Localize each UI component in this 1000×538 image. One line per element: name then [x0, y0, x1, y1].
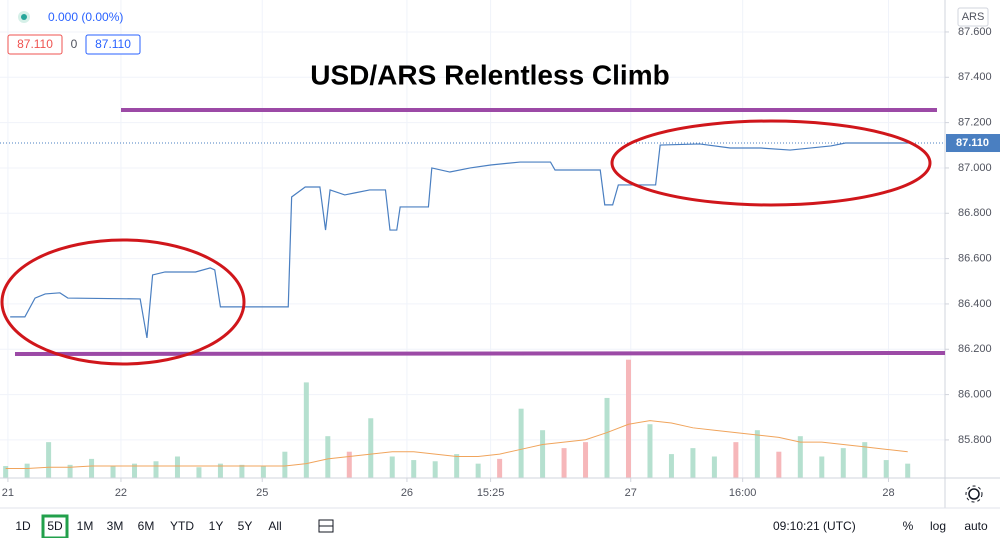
- volume-bar: [389, 456, 395, 478]
- status-dot-core: [21, 14, 27, 20]
- volume-bar: [67, 464, 73, 478]
- active-range-box: [41, 514, 69, 538]
- x-tick-label: 28: [882, 487, 894, 499]
- volume-bar: [518, 408, 524, 478]
- volume-bar: [46, 442, 52, 478]
- y-tick-label: 87.600: [958, 26, 992, 38]
- support-line: [14, 351, 946, 356]
- volume-bar: [561, 448, 567, 478]
- range-button[interactable]: 3M: [107, 519, 124, 533]
- x-tick-label: 21: [2, 487, 14, 499]
- volume-bar: [110, 466, 116, 478]
- range-button[interactable]: 1Y: [209, 519, 224, 533]
- volume-bar: [883, 460, 889, 478]
- volume-bar: [196, 467, 202, 478]
- range-button[interactable]: YTD: [170, 519, 194, 533]
- volume-bar: [583, 442, 589, 478]
- volume-bar: [711, 456, 717, 478]
- volume-bar: [346, 451, 352, 478]
- volume-bar: [260, 466, 266, 478]
- last-price-label: 87.110: [956, 137, 989, 149]
- bid-price: 87.110: [17, 37, 53, 51]
- range-button[interactable]: 1M: [77, 519, 94, 533]
- volume-bar: [733, 442, 739, 478]
- volume-bar: [325, 436, 331, 478]
- y-tick-label: 87.400: [958, 71, 992, 83]
- volume-bar: [132, 463, 138, 478]
- range-button[interactable]: 5Y: [238, 519, 253, 533]
- volume-bar: [754, 430, 760, 478]
- clock: 09:10:21 (UTC): [773, 519, 856, 533]
- price-line: [10, 142, 910, 339]
- volume-ma-line: [5, 420, 908, 469]
- volume-bar: [819, 456, 825, 478]
- x-tick-label: 25: [256, 487, 268, 499]
- compare-icon[interactable]: [318, 519, 334, 533]
- ask-price: 87.110: [95, 37, 131, 51]
- volume-bar: [862, 442, 868, 478]
- x-tick-label: 16:00: [729, 487, 757, 499]
- volume-bar: [776, 451, 782, 478]
- y-tick-label: 86.800: [958, 207, 992, 219]
- volume-bar: [282, 451, 288, 478]
- volume-bar: [690, 448, 696, 478]
- volume-bar: [174, 456, 180, 478]
- volume-bar: [217, 463, 223, 478]
- scale-option[interactable]: %: [903, 519, 914, 533]
- y-tick-label: 86.600: [958, 253, 992, 265]
- x-tick-label: 27: [625, 487, 637, 499]
- bid-box[interactable]: [7, 34, 63, 55]
- y-tick-label: 87.200: [958, 117, 992, 129]
- volume-bar: [905, 463, 911, 478]
- currency-box: [957, 7, 989, 27]
- volume-bar: [797, 436, 803, 478]
- settings-icon[interactable]: [965, 485, 983, 503]
- x-tick-label: 26: [401, 487, 413, 499]
- volume-bar: [368, 418, 374, 478]
- highlight-ellipse: [610, 119, 932, 207]
- y-tick-label: 86.200: [958, 343, 992, 355]
- volume-bar: [647, 424, 653, 478]
- x-tick-label: 22: [115, 487, 127, 499]
- volume-bar: [432, 461, 438, 478]
- ask-box[interactable]: [85, 34, 141, 55]
- volume-bar: [497, 458, 503, 478]
- volume-bar: [604, 397, 610, 478]
- range-button[interactable]: 5D: [47, 519, 63, 533]
- range-button[interactable]: All: [268, 519, 281, 533]
- x-tick-label: 15:25: [477, 487, 505, 499]
- y-tick-label: 87.000: [958, 162, 992, 174]
- plot-area: [0, 0, 945, 478]
- volume-bar: [411, 460, 417, 478]
- volume-bar: [840, 448, 846, 478]
- range-button[interactable]: 6M: [138, 519, 155, 533]
- change-text: 0.000 (0.00%): [48, 10, 123, 24]
- toolbar: 1D 5D 1M 3M 6M YTD 1Y 5Y All% log auto: [15, 514, 988, 538]
- volume-bar: [89, 458, 95, 478]
- y-tick-label: 86.000: [958, 388, 992, 400]
- highlight-ellipse: [0, 238, 246, 366]
- chart-title: USD/ARS Relentless Climb: [310, 59, 669, 90]
- y-tick-label: 85.800: [958, 434, 992, 446]
- volume-bar: [475, 463, 481, 478]
- volume-bar: [540, 430, 546, 478]
- volume-bar: [625, 359, 631, 478]
- y-tick-label: 86.400: [958, 298, 992, 310]
- scale-option[interactable]: log: [930, 519, 946, 533]
- volume-bar: [303, 382, 309, 478]
- currency: ARS: [962, 11, 985, 23]
- volume-bar: [24, 463, 30, 478]
- volume-bar: [454, 454, 460, 478]
- scale-option[interactable]: auto: [964, 519, 988, 533]
- volume-bar: [239, 464, 245, 478]
- volume-bar: [668, 454, 674, 478]
- range-button[interactable]: 1D: [15, 519, 31, 533]
- last-price-tag: [946, 134, 1000, 153]
- spread: 0: [71, 37, 78, 51]
- volume-bar: [153, 461, 159, 478]
- volume-bar: [3, 466, 9, 478]
